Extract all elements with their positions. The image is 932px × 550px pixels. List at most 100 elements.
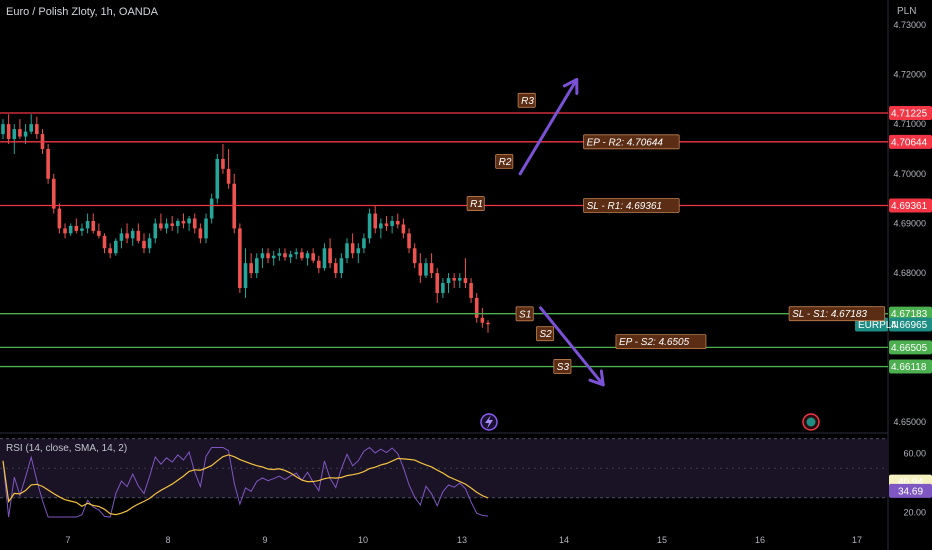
y-tick-label: 4.68000 <box>893 268 926 278</box>
lightning-icon[interactable] <box>480 413 498 431</box>
annotation-label: SL - R1: 4.69361 <box>587 201 662 212</box>
annotation-label: S3 <box>557 362 570 373</box>
rsi-value-tag <box>889 483 932 498</box>
candle-body <box>198 228 203 239</box>
x-tick-label: 7 <box>65 535 70 545</box>
candle-body <box>435 273 440 293</box>
price-tag <box>889 134 932 149</box>
time-axis: 7 8 9 10 13 14 15 16 17 <box>65 535 862 545</box>
candle-body <box>23 131 28 137</box>
candle-body <box>221 158 225 169</box>
candle-body <box>46 148 50 179</box>
candle-body <box>215 158 220 199</box>
y-tick-label: 4.65000 <box>893 417 926 427</box>
candle-body <box>379 223 383 229</box>
x-tick-label: 16 <box>755 535 765 545</box>
candle-body <box>390 220 394 226</box>
annotation-box <box>536 326 555 342</box>
x-tick-label: 10 <box>358 535 368 545</box>
candle-body <box>401 224 406 234</box>
candle-body <box>322 248 327 269</box>
candle-body <box>474 297 479 318</box>
candle-body <box>271 255 276 259</box>
candle-body <box>119 233 124 241</box>
price-axis: 4.73000 4.72000 4.71000 4.70000 4.69000 4.680… <box>893 20 926 427</box>
candle-body <box>367 213 372 239</box>
candle-body <box>277 253 282 256</box>
candle-body <box>458 278 462 281</box>
annotation-box <box>466 196 485 211</box>
candle-body <box>57 208 62 229</box>
rsi-title: RSI (14, close, SMA, 14, 2) <box>6 443 128 454</box>
x-tick-label: 13 <box>457 535 467 545</box>
price-tag <box>889 105 932 120</box>
candle-body <box>249 263 253 274</box>
price-tag <box>889 340 932 355</box>
x-tick-label: 8 <box>165 535 170 545</box>
candle-body <box>80 228 84 231</box>
candle-body <box>243 263 248 288</box>
candle-body <box>486 322 490 325</box>
candle-body <box>74 225 79 231</box>
y-tick-label: 4.70000 <box>893 169 926 179</box>
candle-body <box>226 168 231 184</box>
annotation-box <box>583 134 680 150</box>
price-tag <box>889 359 932 374</box>
y-tick-label: 4.72000 <box>893 69 926 79</box>
candle-body <box>333 263 338 274</box>
candle-body <box>254 258 259 274</box>
annotations: R3 R2 R1 EP - R2: 4.70644 SL - R1: 4.69361 SL… <box>466 92 886 374</box>
rsi-line <box>2 446 489 518</box>
candle-body <box>29 124 33 132</box>
candle-body <box>12 129 17 140</box>
price-tag-label: 4.66965 <box>891 320 928 331</box>
arrow-head <box>562 77 579 95</box>
annotation-box <box>553 359 572 374</box>
annotation-label: SL - S1: 4.67183 <box>792 309 867 320</box>
candle-body <box>384 223 389 226</box>
annotation-box <box>788 306 886 322</box>
candle-body <box>424 263 428 276</box>
annotation-label: R1 <box>470 199 483 210</box>
candle-body <box>125 233 129 239</box>
price-tag <box>889 198 932 213</box>
y-tick-label: 4.69000 <box>893 218 926 228</box>
candle-body <box>266 253 270 259</box>
price-tag <box>889 306 932 321</box>
candle-body <box>452 278 456 281</box>
annotation-box <box>615 334 707 350</box>
x-tick-label: 17 <box>852 535 862 545</box>
rsi-tick-label: 20.00 <box>903 508 926 518</box>
candle-body <box>260 253 265 259</box>
candle-body <box>142 240 146 249</box>
candle-body <box>102 235 107 249</box>
candle-body <box>147 238 152 249</box>
candle-body <box>283 253 287 258</box>
rsi-sma-tag-label: 40.94 <box>898 477 923 488</box>
candle-body <box>407 233 411 249</box>
candle-body <box>170 223 174 226</box>
candle-body <box>356 248 361 254</box>
x-tick-label: 15 <box>657 535 667 545</box>
annotation-label: S1 <box>519 309 531 320</box>
price-tag <box>889 317 932 332</box>
candle-body <box>85 220 90 229</box>
event-icon[interactable] <box>802 413 820 431</box>
price-tag-label: 4.67183 <box>891 309 928 320</box>
trend-arrows <box>518 77 605 387</box>
candle-body <box>441 283 445 293</box>
candle-body <box>429 263 434 274</box>
price-tag-label: 4.70644 <box>891 137 928 148</box>
annotation-box <box>517 92 536 108</box>
rsi-tick-label: 60.00 <box>903 448 926 458</box>
annotation-box <box>583 198 680 213</box>
chart-title: Euro / Polish Zloty, 1h, OANDA <box>6 6 159 18</box>
currency-label: PLN <box>897 6 917 17</box>
candle-body <box>446 278 451 284</box>
candle-body <box>51 178 56 209</box>
price-tag-label: 4.71225 <box>891 108 928 119</box>
symbol-tag-label: EURPLN <box>858 320 899 331</box>
candle-body <box>35 124 39 135</box>
